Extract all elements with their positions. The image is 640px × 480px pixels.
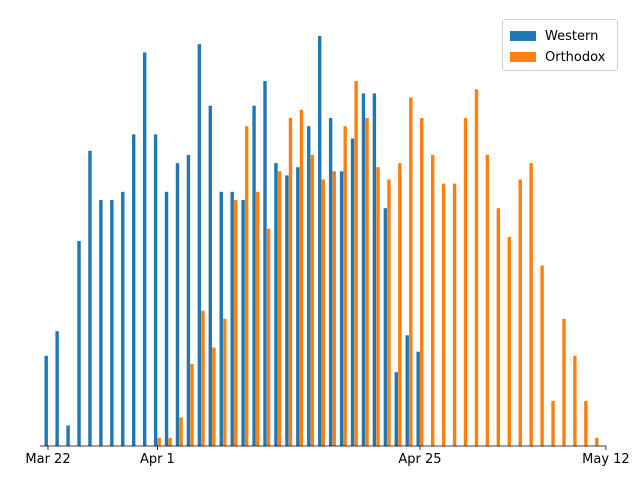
orthodox-bar — [463, 118, 468, 446]
western-bar — [132, 134, 136, 446]
orthodox-bar — [485, 154, 490, 446]
orthodox-bar — [573, 355, 577, 446]
x-axis-ticks: Mar 22 Apr 1 Apr 25 May 12 — [25, 446, 630, 467]
western-bar — [230, 191, 234, 446]
orthodox-bar — [277, 171, 282, 447]
western-bar — [99, 200, 103, 446]
orthodox-bar — [245, 126, 249, 446]
orthodox-bar — [431, 154, 435, 446]
western-bar — [66, 425, 70, 446]
orthodox-bar — [518, 179, 522, 446]
western-bar — [405, 335, 409, 446]
western-series-bars — [44, 36, 420, 447]
western-bar — [208, 105, 212, 446]
orthodox-bar — [452, 183, 457, 446]
orthodox-bar — [157, 437, 161, 446]
western-bar — [350, 138, 355, 446]
orthodox-bar — [179, 417, 183, 446]
western-bar — [164, 191, 169, 446]
orthodox-bar — [212, 347, 216, 446]
western-bar — [394, 372, 398, 446]
western-bar — [153, 134, 158, 446]
orthodox-bar — [441, 183, 446, 446]
orthodox-bar — [387, 179, 391, 446]
orthodox-bar — [299, 109, 304, 447]
western-bar — [307, 126, 311, 446]
orthodox-bar — [343, 126, 347, 446]
orthodox-bar — [562, 318, 566, 446]
orthodox-bar — [474, 89, 479, 447]
legend-item-western: Western — [510, 28, 598, 44]
western-bar — [361, 93, 366, 447]
western-bar — [175, 163, 180, 446]
western-bar — [186, 154, 191, 446]
orthodox-bar — [332, 171, 336, 447]
orthodox-bar — [507, 236, 511, 446]
western-bar — [328, 118, 333, 446]
orthodox-bar — [398, 163, 402, 446]
western-bar — [263, 81, 267, 446]
orthodox-bar — [420, 118, 424, 446]
orthodox-bar — [201, 310, 205, 446]
legend: Western Orthodox — [502, 19, 618, 71]
western-bar — [88, 150, 92, 447]
x-tick-label: Apr 25 — [398, 452, 441, 467]
western-bar — [252, 105, 256, 446]
orthodox-bar — [595, 437, 599, 446]
western-bar — [383, 208, 388, 446]
western-bar — [197, 44, 202, 446]
western-bar — [44, 355, 48, 446]
western-bar — [372, 93, 377, 447]
western-bar — [121, 191, 125, 446]
western-bar — [339, 171, 344, 447]
orthodox-bar — [551, 400, 555, 446]
x-tick-label: Mar 22 — [25, 452, 70, 467]
orthodox-bar — [496, 208, 501, 446]
orthodox-bar — [321, 179, 325, 446]
legend-item-orthodox: Orthodox — [510, 49, 605, 65]
orthodox-series-bars — [157, 81, 599, 447]
x-tick-label: May 12 — [582, 452, 630, 467]
legend-label-western: Western — [545, 28, 599, 44]
orthodox-bar — [266, 228, 271, 446]
orthodox-bar — [288, 118, 293, 446]
orthodox-bar — [584, 400, 588, 446]
orthodox-bar — [234, 200, 238, 446]
legend-swatch-western — [510, 31, 536, 41]
western-bar — [274, 163, 278, 446]
legend-swatch-orthodox — [510, 52, 536, 62]
western-bar — [318, 36, 322, 446]
x-tick-label: Apr 1 — [140, 452, 175, 467]
western-bar — [296, 167, 300, 446]
orthodox-bar — [168, 437, 172, 446]
orthodox-bar — [255, 191, 260, 446]
legend-label-orthodox: Orthodox — [545, 49, 606, 65]
orthodox-bar — [223, 318, 227, 446]
orthodox-bar — [409, 97, 413, 446]
western-bar — [241, 200, 245, 446]
western-bar — [77, 241, 81, 446]
western-bar — [416, 351, 420, 446]
orthodox-bar — [310, 154, 315, 446]
western-bar — [219, 191, 223, 446]
orthodox-bar — [376, 167, 380, 446]
orthodox-bar — [190, 364, 194, 446]
western-bar — [55, 331, 59, 446]
orthodox-bar — [365, 118, 369, 446]
western-bar — [110, 200, 114, 446]
orthodox-bar — [529, 163, 533, 446]
orthodox-bar — [540, 265, 544, 446]
orthodox-bar — [354, 81, 358, 446]
western-bar — [142, 52, 147, 447]
western-bar — [285, 175, 289, 446]
